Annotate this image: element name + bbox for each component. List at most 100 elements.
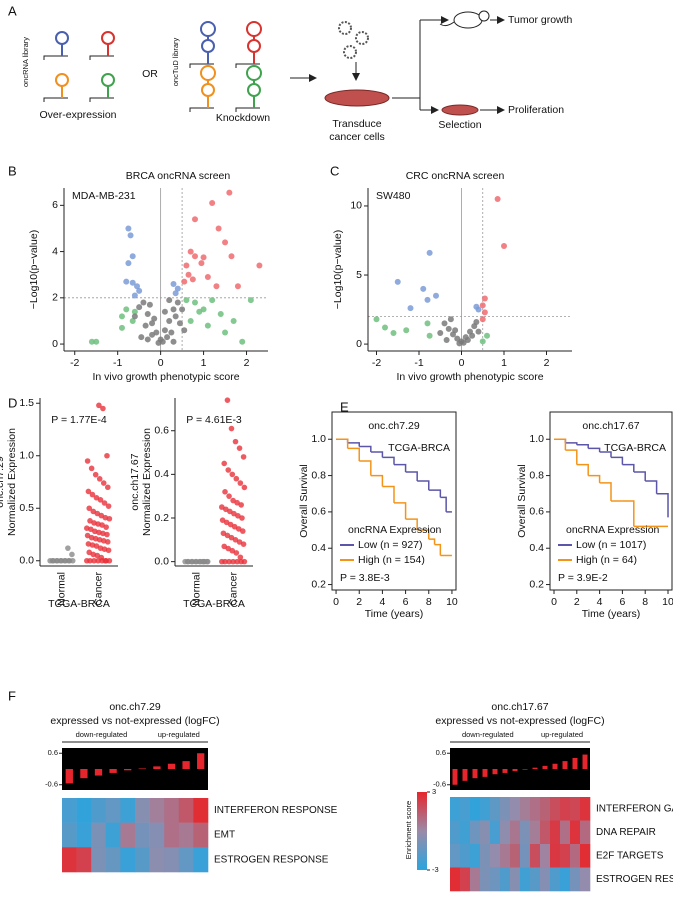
y-tick-label: 0 — [356, 338, 362, 350]
point — [236, 445, 243, 451]
survival-step — [394, 502, 407, 520]
panel-label: A — [8, 3, 17, 18]
point — [151, 315, 158, 322]
legend-label: High (n = 154) — [358, 554, 425, 566]
heat-cell — [470, 797, 481, 821]
point — [123, 306, 130, 313]
x-axis-label: TCGA-BRCA — [183, 598, 245, 610]
point — [166, 297, 173, 304]
vector — [89, 55, 114, 60]
y-axis-label: onc.ch17.67 — [129, 453, 141, 510]
chart-title: onc.ch17.67 — [582, 420, 639, 432]
chart-title: onc.ch7.29 — [368, 420, 420, 432]
survival-step — [394, 463, 407, 472]
x-tick-label: -1 — [414, 357, 423, 369]
point — [57, 557, 64, 564]
point — [373, 316, 380, 323]
point — [191, 299, 198, 306]
x-axis-label: In vivo growth phenotypic score — [396, 371, 543, 383]
survival-step — [622, 463, 635, 472]
vector — [235, 63, 260, 68]
vector — [43, 55, 68, 60]
point — [452, 327, 459, 334]
point — [134, 283, 141, 290]
hairpin-loop — [247, 83, 261, 97]
point — [53, 557, 60, 564]
x-tick-label: 0 — [158, 357, 164, 369]
point — [104, 452, 110, 459]
point — [146, 301, 153, 308]
point — [222, 489, 228, 495]
point — [142, 322, 149, 329]
point — [382, 324, 388, 331]
survival-step — [428, 538, 436, 545]
point — [188, 558, 195, 565]
direction-label: down-regulated — [76, 730, 128, 739]
point — [65, 557, 72, 564]
point — [189, 276, 196, 283]
direction-label: up-regulated — [541, 730, 583, 739]
survival-step — [417, 529, 430, 540]
colorbar — [417, 792, 427, 870]
logfc-bar — [452, 769, 458, 785]
heat-cell — [91, 847, 107, 873]
point — [213, 283, 220, 290]
y-tick-label: -0.6 — [433, 780, 446, 789]
heat-cell — [540, 844, 551, 868]
point — [187, 248, 194, 255]
schematic: oncRNA library Over-expression OR oncTuD… — [21, 10, 573, 143]
point — [172, 313, 179, 320]
chart-title: BRCA oncRNA screen — [126, 170, 231, 182]
y-tick-label: 1.5 — [19, 397, 34, 409]
point — [129, 317, 136, 324]
logfc-bar — [138, 768, 146, 770]
survival-step — [588, 474, 601, 483]
hairpin-loop — [246, 21, 262, 37]
hairpin-loop — [201, 83, 215, 97]
logfc-bar — [582, 754, 588, 769]
heat-cell — [580, 797, 591, 821]
dish — [441, 104, 479, 116]
point — [200, 254, 207, 261]
heat-cell — [135, 798, 150, 823]
heat-cell — [500, 820, 511, 845]
point — [127, 232, 134, 239]
outcome-label: Tumor growth — [508, 14, 573, 26]
point — [85, 488, 92, 495]
point — [185, 271, 192, 278]
point — [101, 500, 108, 506]
point — [494, 196, 501, 203]
heat-cell — [530, 867, 541, 892]
vector — [189, 63, 214, 68]
point — [191, 253, 198, 260]
colorbar-tick-label: -3 — [432, 865, 439, 874]
survival-step — [359, 445, 372, 452]
point — [447, 316, 454, 323]
y-tick-label: 0.4 — [154, 468, 169, 480]
plot-frame — [549, 411, 673, 591]
panel-label: E — [340, 399, 349, 414]
point — [144, 311, 151, 318]
heat-cell — [460, 844, 471, 868]
point — [92, 471, 99, 478]
point — [215, 225, 222, 232]
heat-cell — [520, 797, 531, 821]
survival-step — [382, 485, 395, 503]
y-tick-label: 0.4 — [529, 542, 544, 554]
heat-cell — [149, 822, 165, 848]
point — [226, 558, 232, 565]
y-tick-label: -0.6 — [45, 780, 58, 789]
vector — [235, 107, 260, 112]
x-tick-label: 2 — [244, 357, 250, 369]
point — [228, 253, 235, 260]
point — [87, 518, 93, 524]
heat-cell — [460, 867, 471, 892]
y-tick-label: 0.2 — [311, 578, 326, 590]
point — [229, 471, 236, 478]
point — [469, 332, 476, 339]
y-tick-label: 1.0 — [529, 433, 544, 445]
x-axis-label: TCGA-BRCA — [48, 598, 110, 610]
y-tick-label: 0.6 — [311, 506, 326, 518]
chart-title: onc.ch17.67 — [491, 701, 548, 713]
point — [241, 558, 248, 565]
